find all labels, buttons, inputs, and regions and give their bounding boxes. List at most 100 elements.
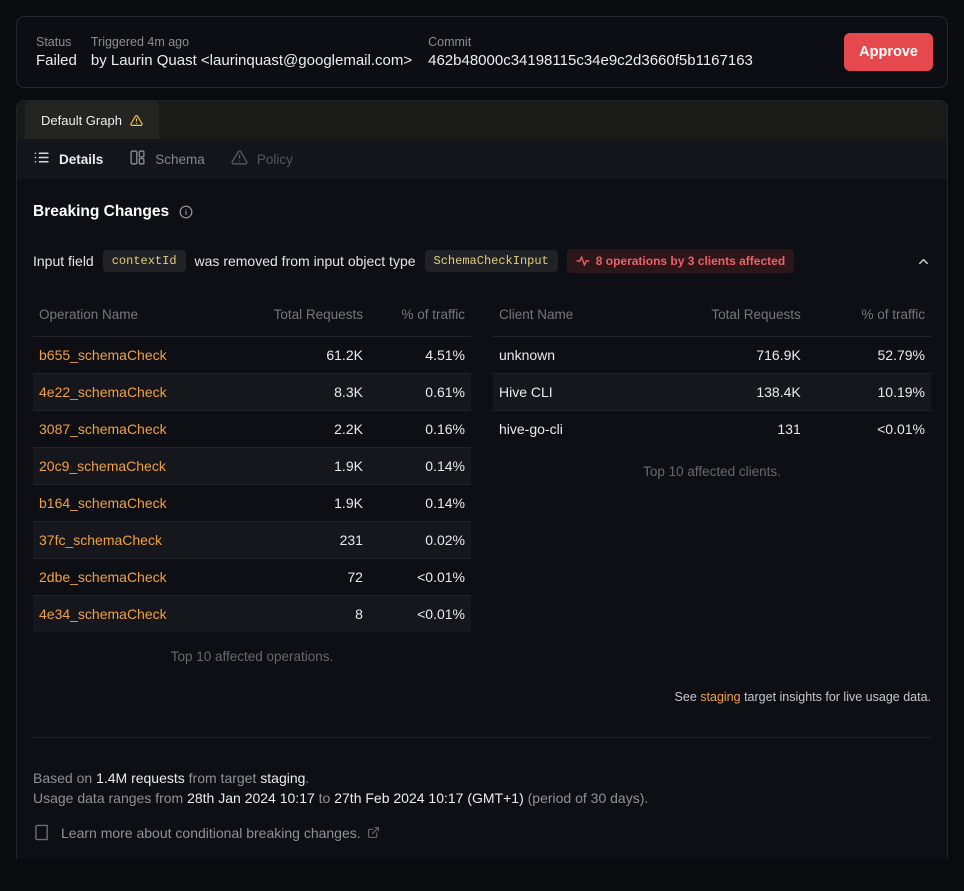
tab-schema-label: Schema	[155, 151, 205, 167]
from-target-text: from target	[188, 770, 257, 786]
operation-row: 3087_schemaCheck 2.2K 0.16%	[33, 410, 471, 448]
range-to-word: to	[318, 790, 331, 806]
tab-policy-label: Policy	[256, 151, 293, 167]
breaking-changes-header: Breaking Changes	[33, 203, 931, 221]
approve-button[interactable]: Approve	[844, 33, 933, 71]
operation-traffic-cell: 0.14%	[425, 458, 465, 474]
operation-requests-cell: 61.2K	[326, 347, 363, 363]
operation-requests-cell: 2.2K	[334, 421, 363, 437]
client-name-cell: Hive CLI	[499, 384, 553, 400]
operations-col-requests: Total Requests	[273, 307, 363, 322]
field-code-badge: contextId	[102, 250, 186, 272]
operations-col-traffic: % of traffic	[401, 307, 465, 322]
operations-section: Operation Name Total Requests % of traff…	[33, 303, 471, 664]
operation-row: b164_schemaCheck 1.9K 0.14%	[33, 484, 471, 522]
operation-requests-cell: 8	[355, 606, 363, 622]
tab-policy[interactable]: Policy	[231, 149, 293, 169]
clients-col-requests: Total Requests	[711, 307, 801, 322]
operation-row: b655_schemaCheck 61.2K 4.51%	[33, 337, 471, 374]
learn-more-row: Learn more about conditional breaking ch…	[33, 824, 931, 841]
operations-caption: Top 10 affected operations.	[170, 649, 334, 664]
operation-link[interactable]: 2dbe_schemaCheck	[39, 569, 167, 585]
triggered-label: Triggered 4m ago	[90, 35, 190, 49]
commit-label: Commit	[428, 35, 472, 49]
operation-requests-cell: 231	[339, 532, 363, 548]
client-requests-cell: 716.9K	[756, 347, 801, 363]
triggered-group: Triggered 4m ago by Laurin Quast <laurin…	[91, 35, 412, 69]
operation-link[interactable]: 4e34_schemaCheck	[39, 606, 167, 622]
client-name-cell: hive-go-cli	[499, 421, 563, 437]
commit-group: Commit 462b48000c34198115c34e9c2d3660f5b…	[428, 35, 753, 69]
operation-requests-cell: 1.9K	[334, 458, 363, 474]
operation-link[interactable]: 37fc_schemaCheck	[39, 532, 162, 548]
chevron-up-icon[interactable]	[916, 254, 931, 269]
client-row: unknown 716.9K 52.79%	[493, 337, 931, 374]
operation-link[interactable]: b164_schemaCheck	[39, 495, 167, 511]
operation-traffic-cell: 0.61%	[425, 384, 465, 400]
tab-details[interactable]: Details	[33, 149, 103, 169]
usage-summary: Based on 1.4M requests from target stagi…	[33, 768, 931, 808]
operation-traffic-cell: 0.16%	[425, 421, 465, 437]
tab-schema[interactable]: Schema	[129, 149, 205, 169]
operations-table: Operation Name Total Requests % of traff…	[33, 303, 471, 632]
breaking-change-accordion-header[interactable]: Input field contextId was removed from i…	[33, 249, 931, 273]
details-content: Breaking Changes Input field contextId w…	[17, 179, 947, 859]
operation-row: 20c9_schemaCheck 1.9K 0.14%	[33, 447, 471, 485]
range-prefix: Usage data ranges from	[33, 790, 184, 806]
client-traffic-cell: 52.79%	[877, 347, 925, 363]
schema-icon	[129, 149, 146, 169]
operation-traffic-cell: <0.01%	[417, 569, 465, 585]
commit-hash: 462b48000c34198115c34e9c2d3660f5b1167163	[428, 52, 753, 69]
status-label: Status	[36, 35, 72, 49]
operation-row: 2dbe_schemaCheck 72 <0.01%	[33, 558, 471, 596]
based-prefix: Based on	[33, 770, 93, 786]
learn-more-link[interactable]: Learn more about conditional breaking ch…	[61, 825, 380, 841]
sentence-period: .	[305, 770, 310, 786]
usage-summary-line1: Based on 1.4M requests from target stagi…	[33, 768, 931, 788]
operation-row: 37fc_schemaCheck 231 0.02%	[33, 521, 471, 559]
type-code-badge: SchemaCheckInput	[424, 250, 558, 272]
warning-icon	[130, 114, 143, 127]
operation-traffic-cell: <0.01%	[417, 606, 465, 622]
client-row: Hive CLI 138.4K 10.19%	[493, 373, 931, 411]
status-group: Status Failed	[36, 35, 77, 69]
clients-section: Client Name Total Requests % of traffic …	[493, 303, 931, 479]
operation-link[interactable]: 20c9_schemaCheck	[39, 458, 166, 474]
operations-header-row: Operation Name Total Requests % of traff…	[33, 303, 471, 337]
operation-requests-cell: 1.9K	[334, 495, 363, 511]
check-details-card: Default Graph Details Schema Policy	[16, 100, 948, 859]
change-text-middle: was removed from input object type	[194, 253, 416, 269]
operation-traffic-cell: 0.02%	[425, 532, 465, 548]
operations-col-name: Operation Name	[39, 307, 139, 322]
clients-header-row: Client Name Total Requests % of traffic	[493, 303, 931, 337]
clients-table: Client Name Total Requests % of traffic …	[493, 303, 931, 447]
staging-insights-link[interactable]: staging	[700, 690, 741, 704]
client-traffic-cell: <0.01%	[877, 421, 925, 437]
info-icon[interactable]	[179, 205, 193, 219]
clients-col-name: Client Name	[499, 307, 574, 322]
insights-prefix: See	[674, 690, 697, 704]
tab-details-label: Details	[59, 151, 104, 167]
clients-caption: Top 10 affected clients.	[643, 464, 781, 479]
footer-divider	[33, 737, 931, 738]
book-icon	[33, 824, 50, 841]
insights-suffix: target insights for live usage data.	[744, 690, 931, 704]
pulse-icon	[576, 254, 590, 268]
tab-default-graph[interactable]: Default Graph	[25, 101, 159, 139]
status-value: Failed	[36, 52, 77, 69]
target-name: staging	[260, 770, 306, 786]
breaking-changes-title: Breaking Changes	[33, 203, 170, 220]
operation-link[interactable]: 3087_schemaCheck	[39, 421, 167, 437]
operation-traffic-cell: 4.51%	[425, 347, 465, 363]
operation-link[interactable]: 4e22_schemaCheck	[39, 384, 167, 400]
operation-link[interactable]: b655_schemaCheck	[39, 347, 167, 363]
affected-badge: 8 operations by 3 clients affected	[566, 249, 795, 273]
affected-tables: Operation Name Total Requests % of traff…	[33, 303, 931, 664]
graph-tab-bar: Default Graph	[17, 101, 947, 139]
insights-note: See staging target insights for live usa…	[33, 690, 931, 704]
policy-warning-icon	[231, 149, 248, 169]
change-text-prefix: Input field	[33, 253, 94, 269]
operation-traffic-cell: 0.14%	[425, 495, 465, 511]
triggered-author: by Laurin Quast <laurinquast@googlemail.…	[90, 52, 413, 69]
client-traffic-cell: 10.19%	[877, 384, 925, 400]
